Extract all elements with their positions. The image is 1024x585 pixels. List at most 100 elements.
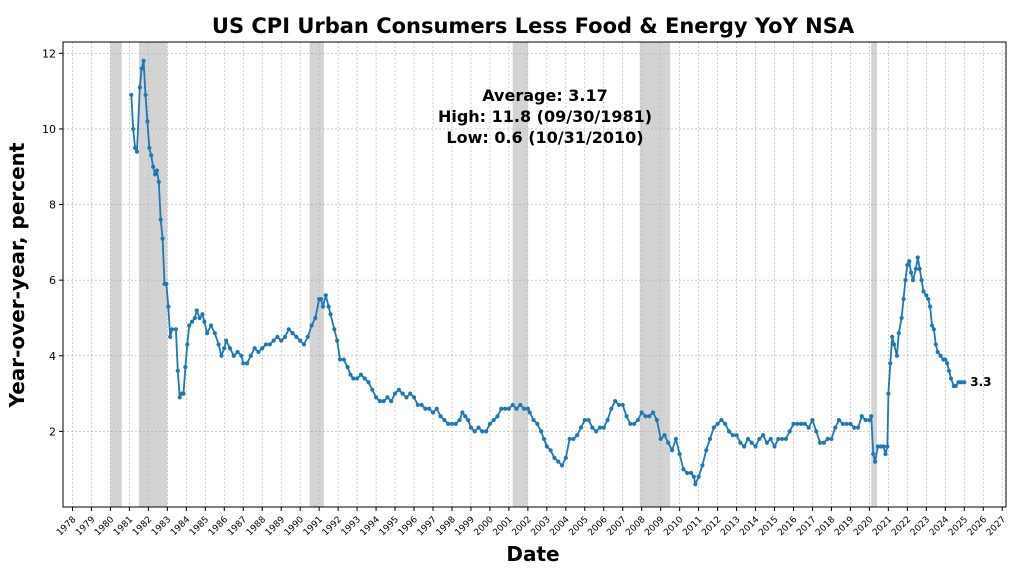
data-point	[282, 334, 288, 339]
data-point	[780, 436, 785, 442]
data-point	[337, 357, 343, 362]
data-point	[366, 380, 371, 385]
data-point	[885, 444, 890, 449]
data-point	[137, 85, 142, 90]
data-point	[129, 92, 134, 98]
data-point	[256, 349, 261, 355]
data-point	[335, 338, 340, 343]
data-point	[244, 361, 250, 366]
data-point	[745, 436, 751, 442]
data-point	[700, 463, 705, 468]
data-point	[715, 421, 720, 426]
data-point	[400, 391, 405, 396]
data-point	[711, 425, 716, 430]
data-point	[539, 429, 544, 434]
data-point	[438, 414, 443, 419]
data-point	[419, 402, 424, 408]
y-tick-label: 12	[42, 47, 56, 60]
data-point	[632, 421, 637, 426]
data-point	[899, 315, 904, 321]
data-point	[181, 391, 186, 396]
data-point	[141, 58, 146, 64]
data-point	[620, 402, 625, 408]
data-point	[928, 304, 933, 309]
data-point	[192, 315, 197, 321]
data-point	[643, 414, 648, 419]
data-point	[305, 334, 310, 339]
data-point	[855, 425, 861, 430]
data-point	[594, 429, 599, 434]
data-point	[177, 395, 182, 400]
data-point	[872, 459, 878, 464]
data-point	[953, 383, 958, 389]
data-point	[518, 402, 523, 408]
data-point	[389, 399, 394, 404]
data-point	[535, 421, 540, 426]
data-point	[749, 440, 754, 445]
data-point	[301, 342, 307, 347]
data-point	[578, 425, 584, 430]
data-point	[506, 406, 511, 411]
data-point	[753, 444, 758, 449]
data-point	[345, 365, 350, 370]
data-point	[169, 327, 175, 332]
data-point	[222, 346, 227, 351]
data-point	[239, 353, 244, 358]
data-point	[829, 436, 834, 442]
data-point	[910, 278, 916, 283]
data-point	[446, 421, 451, 426]
data-point	[415, 402, 420, 408]
data-point	[719, 417, 724, 423]
data-point	[867, 417, 872, 423]
data-point	[487, 421, 493, 426]
y-tick-label: 8	[49, 199, 56, 212]
data-point	[499, 406, 504, 411]
data-point	[248, 353, 253, 358]
data-point	[189, 319, 195, 324]
data-point	[915, 255, 920, 260]
data-point	[502, 406, 508, 411]
data-point	[313, 315, 318, 321]
data-point	[275, 334, 280, 339]
stats-annotation-average: Average: 3.17	[482, 86, 608, 105]
data-point	[859, 414, 864, 419]
data-point	[888, 361, 893, 366]
data-point	[442, 417, 447, 423]
data-point	[216, 342, 221, 347]
data-point	[208, 323, 214, 328]
data-point	[896, 330, 901, 336]
data-point	[323, 293, 328, 298]
data-point	[147, 145, 152, 150]
data-point	[903, 278, 908, 283]
data-point	[624, 414, 629, 419]
data-point	[495, 414, 500, 419]
data-point	[909, 270, 914, 275]
data-point	[460, 410, 465, 415]
data-point	[810, 417, 815, 423]
data-point	[571, 436, 576, 442]
data-point	[187, 323, 192, 328]
data-point	[836, 417, 842, 423]
data-point	[263, 342, 269, 347]
data-point	[531, 417, 536, 423]
recession-band	[138, 42, 168, 507]
data-point	[434, 406, 439, 411]
data-point	[552, 455, 557, 460]
data-point	[166, 304, 171, 309]
data-point	[795, 421, 800, 426]
data-point	[802, 421, 807, 426]
data-point	[787, 429, 792, 434]
x-axis-label: Date	[506, 542, 559, 566]
data-point	[650, 410, 656, 415]
data-point	[290, 330, 295, 336]
data-point	[945, 361, 950, 366]
recession-band	[309, 42, 324, 507]
data-point	[548, 448, 553, 453]
data-point	[806, 425, 811, 430]
data-point	[158, 217, 163, 222]
data-point	[669, 448, 675, 453]
data-point	[294, 334, 299, 339]
data-point	[654, 417, 659, 423]
data-point	[476, 425, 481, 430]
data-point	[202, 319, 207, 324]
